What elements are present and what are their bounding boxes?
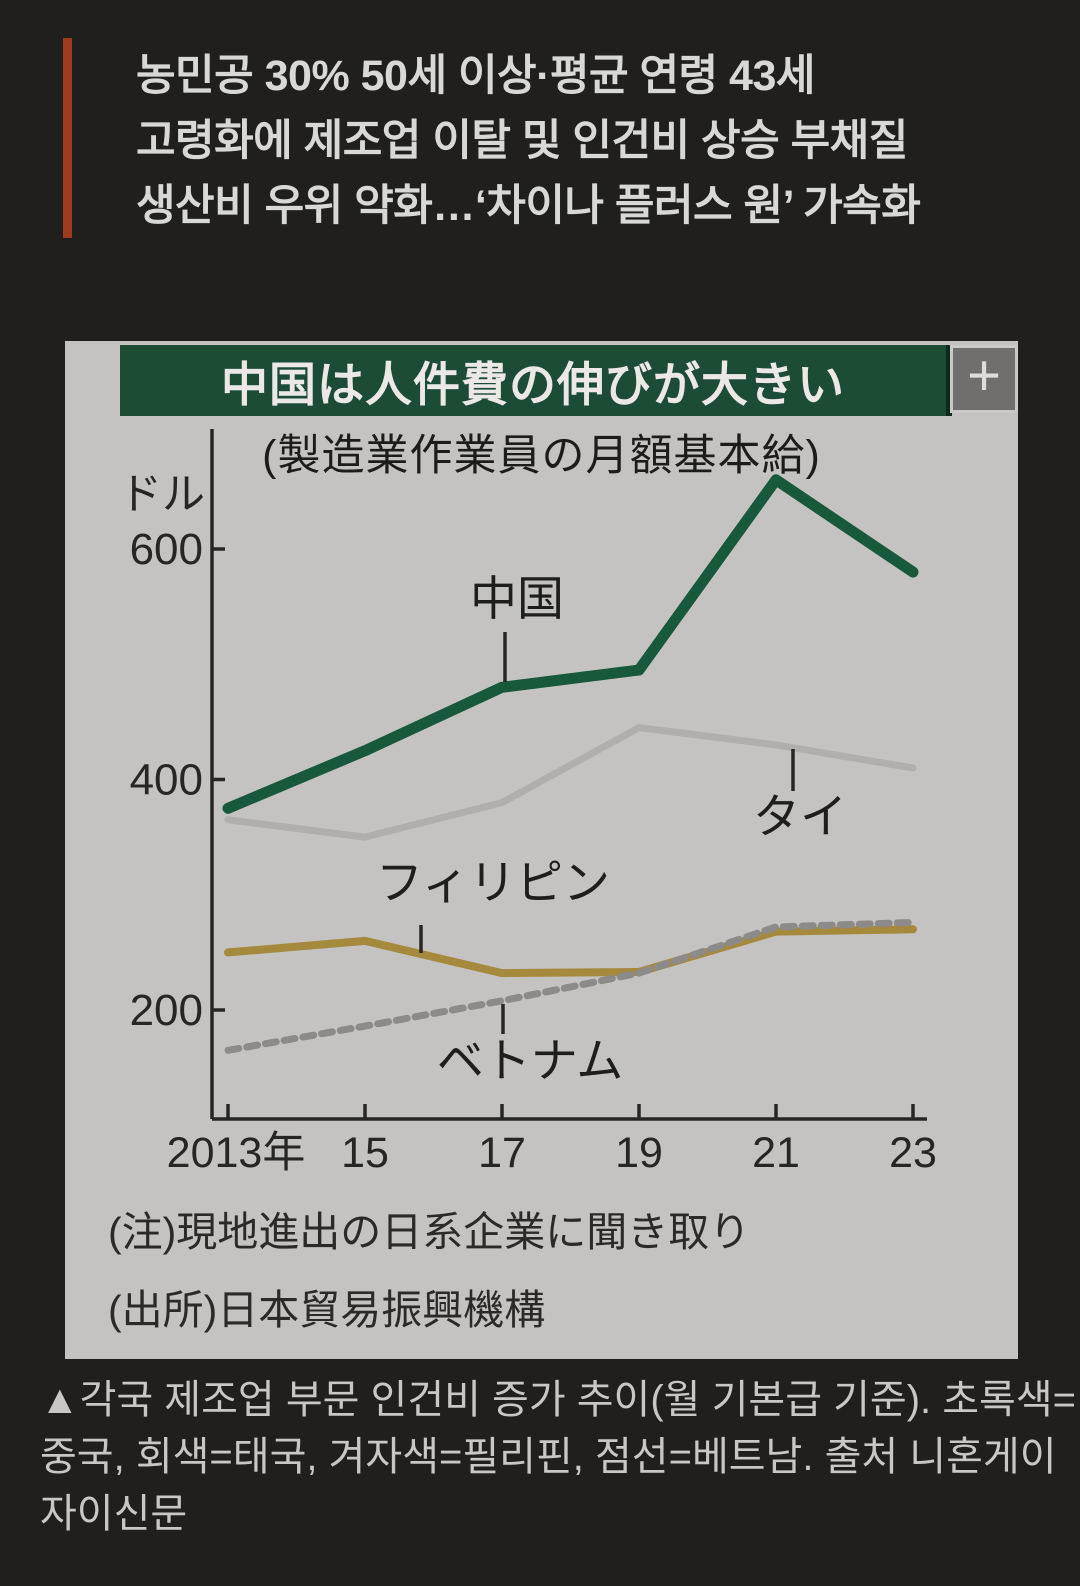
line-chart: 200 400 600 ドル 2013年 15 17 19 21 23 タイフィリピンベトナム 中国 [65,341,1018,1359]
series-line-中国 [222,474,919,814]
image-caption: ▲각국 제조업 부문 인건비 증가 추이(월 기본급 기준). 초록색= 중국,… [40,1372,1077,1543]
y-tick-label: 400 [130,756,203,805]
caption-line-1: ▲각국 제조업 부문 인건비 증가 추이(월 기본급 기준). 초록색= [40,1378,1077,1422]
x-tick-label: 15 [341,1129,389,1177]
series-line-タイ [224,724,917,841]
series-line-ベトナム [224,918,917,1054]
y-tick-label: 600 [130,525,203,574]
series-label-タイ: タイ [753,790,847,843]
chart-figure: 200 400 600 ドル 2013年 15 17 19 21 23 タイ フィリピン ベトナム 中国 … [65,341,1018,1359]
chart-title: 中国は人件費の伸びが大きい [221,358,845,411]
headline-line-1: 농민공 30% 50세 이상·평균 연령 43세 [136,52,815,100]
headline-line-3: 생산비 우위 약화…‘차이나 플러스 원’ 가속화 [136,182,921,230]
series-label-ベトナム: ベトナム [437,1034,624,1087]
chart-notes: (注)現地進出の日系企業に聞き取り (出所)日本貿易振興機構 [108,1193,750,1349]
y-axis-unit-label: ドル [119,471,205,519]
x-tick-label: 2013年 [167,1129,306,1177]
series-line-フィリピン [224,925,917,978]
headline-line-2: 고령화에 제조업 이탈 및 인건비 상승 부채질 [136,117,908,165]
caption-line-3: 자이신문 [40,1492,188,1536]
x-tick-label: 19 [615,1129,663,1177]
y-tick-label: 200 [130,986,203,1035]
x-tick-label: 23 [889,1129,937,1177]
headline-accent-bar [63,38,72,238]
chart-note-source-org: (出所)日本貿易振興機構 [108,1287,546,1333]
article-headline: 농민공 30% 50세 이상·평균 연령 43세 고령화에 제조업 이탈 및 인… [136,44,1036,239]
chart-note-source-method: (注)現地進出の日系企業に聞き取り [108,1209,751,1255]
caption-line-2: 중국, 회색=태국, 겨자색=필리핀, 점선=베트남. 출처 니혼게이 [40,1435,1057,1479]
chart-title-bar: 中国は人件費の伸びが大きい [120,345,952,416]
series-label-中国: 中国 [470,572,564,625]
chart-subtitle: (製造業作業員の月額基本給) [262,432,821,480]
expand-button[interactable]: + [950,345,1018,413]
plus-icon: + [967,343,1001,408]
x-tick-label: 17 [478,1129,526,1177]
series-label-フィリピン: フィリピン [376,856,610,909]
x-tick-label: 21 [752,1129,800,1177]
